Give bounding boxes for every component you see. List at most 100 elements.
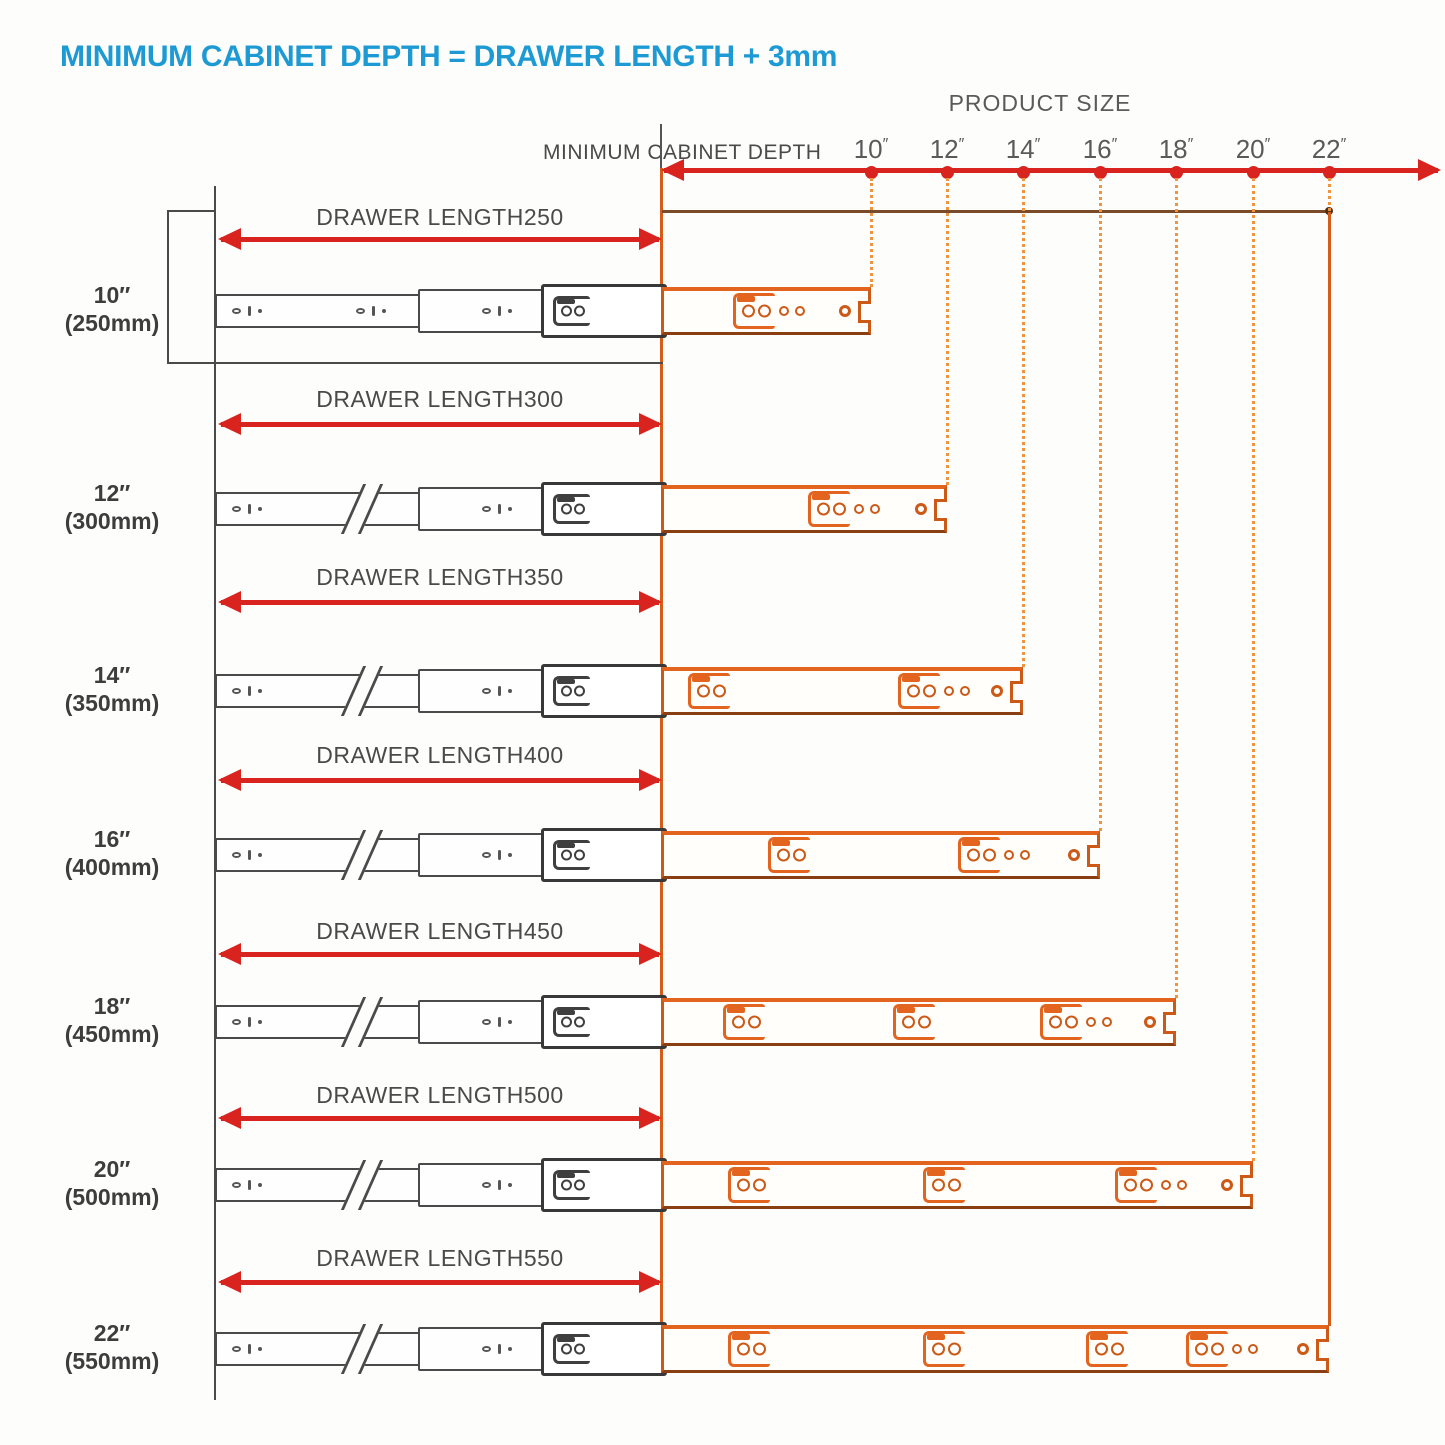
bracket-hole-icon xyxy=(753,1342,766,1356)
slide-bracket-icon xyxy=(553,1334,590,1364)
row-size-label: 12″ (300mm) xyxy=(28,479,196,535)
drawer-length-arrow xyxy=(218,943,662,965)
slide-bracket-icon xyxy=(1115,1167,1157,1203)
bracket-hole-icon xyxy=(574,1016,585,1028)
end-hole-icon xyxy=(1297,1343,1309,1355)
bracket-side-hole-icon xyxy=(944,686,954,696)
slide-bracket-icon xyxy=(923,1167,965,1203)
row-size-mm: (400mm) xyxy=(64,854,160,880)
row-size-mm: (250mm) xyxy=(64,310,160,336)
bracket-hole-icon xyxy=(1049,1015,1062,1029)
rivet-oval-icon xyxy=(232,1346,241,1352)
bracket-tab xyxy=(1090,1334,1108,1340)
rivet-group-icon xyxy=(232,1343,266,1355)
bracket-hole-icon xyxy=(1211,1342,1224,1356)
rivet-bar-icon xyxy=(248,850,251,860)
axis-tick-6: 20″ xyxy=(1235,134,1271,164)
drawer-length-arrow xyxy=(218,228,662,250)
bracket-hole-icon xyxy=(737,1342,750,1356)
slide-bracket-icon xyxy=(728,1167,770,1203)
slide-bracket-icon xyxy=(1186,1331,1228,1367)
cabinet-outline-bottom xyxy=(167,362,663,364)
bracket-hole-icon xyxy=(1195,1342,1208,1356)
rivet-dot-icon xyxy=(508,689,512,693)
bracket-tab xyxy=(557,299,575,304)
bracket-tab xyxy=(692,676,710,682)
row-size-inches: 10″ xyxy=(93,282,131,308)
rivet-group-icon xyxy=(232,1179,266,1191)
bracket-hole-icon xyxy=(817,502,830,516)
rivet-group-icon xyxy=(232,503,266,515)
bracket-hole-icon xyxy=(574,685,585,697)
drawer-length-label: DRAWER LENGTH450 xyxy=(316,918,564,944)
rivet-group-icon xyxy=(232,1016,266,1028)
size-guide-dotted-line xyxy=(1099,178,1102,831)
bracket-tab xyxy=(927,1170,945,1176)
rivet-bar-icon xyxy=(372,306,375,316)
bracket-hole-icon xyxy=(748,1015,761,1029)
slide-bracket-icon xyxy=(723,1004,765,1040)
bracket-hole-icon xyxy=(902,1015,915,1029)
bracket-side-hole-icon xyxy=(1177,1180,1187,1190)
drawer-length-label: DRAWER LENGTH300 xyxy=(316,386,564,412)
page-title: MINIMUM CABINET DEPTH = DRAWER LENGTH + … xyxy=(60,40,838,73)
cabinet-outline-top xyxy=(167,210,216,212)
rivet-oval-icon xyxy=(482,1182,491,1188)
axis-tick-1: 10″ xyxy=(853,134,889,164)
size-guide-dotted-line xyxy=(1175,178,1178,998)
bracket-tab xyxy=(927,1334,945,1340)
slide-end-notch xyxy=(1240,1174,1253,1197)
axis-tick-3: 14″ xyxy=(1005,134,1041,164)
bracket-tab xyxy=(557,497,575,502)
bracket-hole-icon xyxy=(1095,1342,1108,1356)
bracket-tab xyxy=(557,1010,575,1015)
bracket-hole-icon xyxy=(967,848,980,862)
product-size-label: PRODUCT SIZE xyxy=(948,90,1132,116)
rivet-oval-icon xyxy=(482,688,491,694)
bracket-hole-icon xyxy=(907,684,920,698)
rivet-dot-icon xyxy=(508,1183,512,1187)
rivet-bar-icon xyxy=(498,850,501,860)
drawer-length-label: DRAWER LENGTH400 xyxy=(316,742,564,768)
rivet-bar-icon xyxy=(248,1017,251,1027)
rivet-oval-icon xyxy=(232,1182,241,1188)
row-size-inches: 18″ xyxy=(93,993,131,1019)
bracket-side-hole-icon xyxy=(1248,1344,1258,1354)
slide-end-notch xyxy=(1316,1338,1329,1361)
row-size-mm: (350mm) xyxy=(64,690,160,716)
slide-bracket-icon xyxy=(768,837,810,873)
rivet-group-icon xyxy=(482,305,516,317)
end-hole-icon xyxy=(1144,1016,1156,1028)
row-size-inches: 22″ xyxy=(93,1320,131,1346)
axis-tick-dot xyxy=(865,166,878,179)
size-guide-dotted-line xyxy=(1328,178,1331,211)
axis-tick-7: 22″ xyxy=(1311,134,1347,164)
end-hole-icon xyxy=(1068,849,1080,861)
rivet-oval-icon xyxy=(232,688,241,694)
drawer-length-label: DRAWER LENGTH550 xyxy=(316,1245,564,1271)
slide-inner-rail xyxy=(215,1332,430,1366)
axis-tick-5: 18″ xyxy=(1158,134,1194,164)
rivet-bar-icon xyxy=(248,1344,251,1354)
size-guide-dotted-line xyxy=(946,178,949,485)
rivet-oval-icon xyxy=(482,852,491,858)
axis-tick-dot xyxy=(1094,166,1107,179)
bracket-hole-icon xyxy=(918,1015,931,1029)
bracket-tab xyxy=(737,296,755,302)
end-hole-icon xyxy=(1221,1179,1233,1191)
rivet-dot-icon xyxy=(258,1347,262,1351)
axis-tick-2: 12″ xyxy=(929,134,965,164)
slide-bracket-icon xyxy=(898,673,940,709)
rivet-group-icon xyxy=(482,1179,516,1191)
bracket-tab xyxy=(1044,1007,1062,1013)
slide-bracket-icon xyxy=(728,1331,770,1367)
bracket-hole-icon xyxy=(742,304,755,318)
rivet-group-icon xyxy=(482,503,516,515)
rivet-dot-icon xyxy=(258,689,262,693)
rivet-dot-icon xyxy=(508,309,512,313)
bracket-hole-icon xyxy=(713,684,726,698)
rivet-bar-icon xyxy=(498,1180,501,1190)
bracket-hole-icon xyxy=(561,1343,572,1355)
bracket-hole-icon xyxy=(923,684,936,698)
bracket-hole-icon xyxy=(932,1178,945,1192)
